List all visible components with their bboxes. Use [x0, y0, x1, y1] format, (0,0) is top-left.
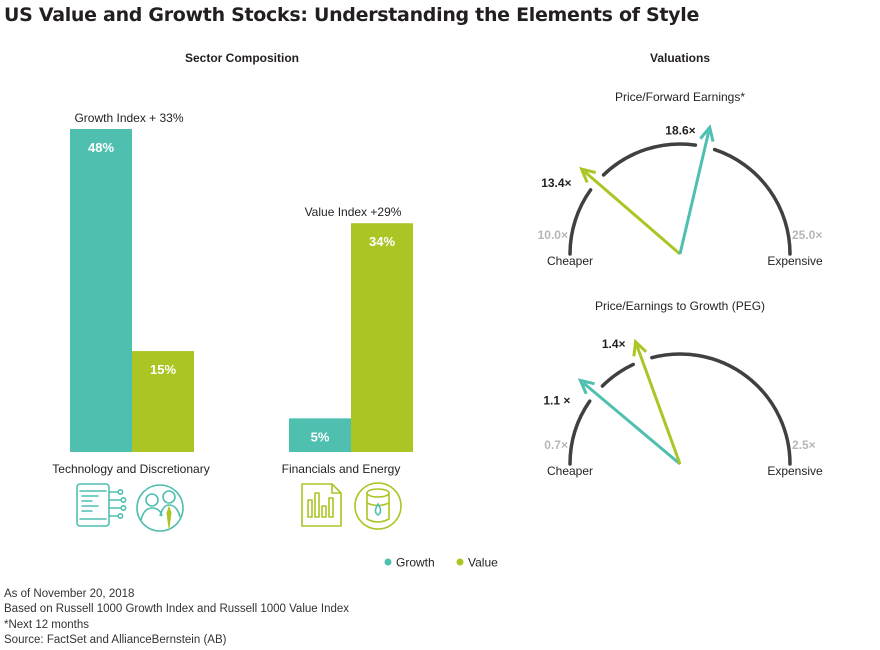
category-label: Financials and Energy — [282, 462, 401, 476]
valuations-panel-title: Valuations — [650, 51, 710, 65]
gauge-arc — [568, 188, 593, 256]
needle-arrowhead — [577, 378, 595, 395]
bar-value-label: 5% — [311, 429, 330, 444]
legend-swatch-value — [456, 558, 464, 566]
gauge-min-label: 10.0× — [538, 228, 568, 242]
gauge-1: Price/Forward Earnings* 13.4× 18.6× 10.0× 25… — [538, 90, 823, 268]
gauge-arc — [601, 142, 698, 177]
gauge-title: Price/Earnings to Growth (PEG) — [595, 299, 765, 313]
bar-value-label: 48% — [88, 140, 114, 155]
bar-value-2 — [351, 223, 413, 452]
bar-value-label: 15% — [150, 362, 176, 377]
bar-chart-document-icon — [301, 483, 342, 527]
gauge-value-label: 1.4× — [602, 337, 626, 351]
gauge-left-label: Cheaper — [547, 464, 593, 478]
legend-label-growth: Growth — [396, 556, 435, 570]
gauge-right-label: Expensive — [767, 464, 823, 478]
footnote-date: As of November 20, 2018 — [4, 588, 135, 600]
needle-value — [635, 345, 682, 465]
gauge-arc — [650, 352, 792, 466]
gauge-right-label: Expensive — [767, 254, 823, 268]
bar-value-label: 34% — [369, 234, 395, 249]
legend: Growth Value — [384, 556, 498, 570]
gauge-max-label: 2.5× — [792, 438, 816, 452]
gauge-arc — [600, 362, 635, 388]
people-icon — [136, 484, 184, 532]
gauge-value-label: 18.6× — [665, 123, 695, 137]
sector-icons — [76, 482, 402, 532]
gauge-min-label: 0.7× — [544, 438, 568, 452]
bar-annotation: Growth Index + 33% — [74, 111, 183, 125]
gauge-value-label: 13.4× — [541, 176, 571, 190]
footnote-basis: Based on Russell 1000 Growth Index and R… — [4, 603, 350, 616]
sector-panel-title: Sector Composition — [185, 51, 299, 65]
gauge-left-label: Cheaper — [547, 254, 593, 268]
valuation-gauges: Price/Forward Earnings* 13.4× 18.6× 10.0× 25… — [538, 90, 823, 478]
needle-arrowhead — [632, 338, 648, 357]
needle-arrowhead — [579, 166, 597, 184]
gauge-arc — [712, 147, 792, 256]
legend-swatch-growth — [384, 558, 392, 566]
tablet-circuit-icon — [76, 483, 127, 527]
needle-arrowhead — [699, 124, 715, 142]
gauge-title: Price/Forward Earnings* — [615, 90, 745, 104]
legend-label-value: Value — [468, 556, 498, 570]
gauge-arc — [568, 399, 592, 466]
footnotes: As of November 20, 2018 Based on Russell… — [4, 587, 349, 649]
gauge-2: Price/Earnings to Growth (PEG) 1.1 × 1.4× 0… — [543, 299, 823, 478]
category-label: Technology and Discretionary — [52, 462, 209, 476]
footnote-asterisk: *Next 12 months — [4, 618, 90, 631]
oil-barrel-icon — [354, 482, 402, 530]
bar-value-1 — [132, 351, 194, 452]
bar-growth-2 — [289, 418, 351, 452]
gauge-value-label: 1.1 × — [543, 393, 570, 407]
needle-value — [583, 170, 681, 256]
needle-growth — [678, 130, 711, 255]
needle-growth — [582, 381, 681, 466]
bar-annotation: Value Index +29% — [305, 205, 402, 219]
footnote-source: Source: FactSet and AllianceBernstein (A… — [4, 634, 227, 647]
bar-chart: 48% 15% Growth Index + 33% Technology and D… — [52, 111, 413, 476]
gauge-max-label: 25.0× — [792, 228, 822, 242]
page-title: US Value and Growth Stocks: Understandin… — [4, 4, 700, 26]
bar-growth-1 — [70, 129, 132, 452]
